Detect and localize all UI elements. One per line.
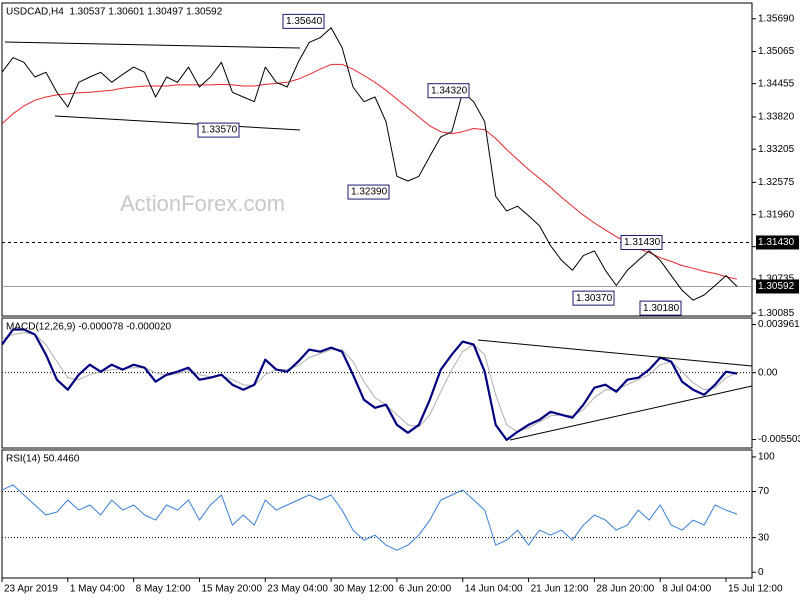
annotation-box xyxy=(347,184,390,200)
trend-line xyxy=(509,385,753,441)
annotation-label: 1.33570 xyxy=(201,125,238,136)
annotation-box xyxy=(620,234,663,250)
x-tick-label: 8 May 12:00 xyxy=(136,584,191,595)
trend-line xyxy=(54,115,301,131)
x-tick-label: 15 Jul 12:00 xyxy=(728,584,783,595)
panel-title: USDCAD,H4 1.30537 1.30601 1.30497 1.3059… xyxy=(6,7,223,18)
current-price-label: 1.30592 xyxy=(758,281,795,292)
series-line xyxy=(2,27,738,301)
panel-frame xyxy=(1,449,753,579)
y-tick-label: 0 xyxy=(758,567,764,578)
x-tick-label: 23 Apr 2019 xyxy=(4,584,58,595)
y-tick-label: 1.30085 xyxy=(758,308,795,319)
annotation-box xyxy=(197,122,240,138)
panel-title: MACD(12,26,9) -0.000078 -0.000020 xyxy=(6,322,172,333)
level-label: 1.31430 xyxy=(758,237,795,248)
x-tick-label: 23 May 04:00 xyxy=(267,584,328,595)
y-tick-label: 1.35065 xyxy=(758,46,795,57)
annotation-label: 1.30180 xyxy=(643,303,680,314)
trend-lines xyxy=(4,41,753,441)
y-tick-label: 1.31960 xyxy=(758,209,795,220)
annotation-label: 1.35640 xyxy=(286,16,323,27)
x-tick-label: 14 Jun 04:00 xyxy=(465,584,523,595)
y-tick-label: 1.30735 xyxy=(758,274,795,285)
annotation-box xyxy=(572,290,615,306)
annotation-label: 1.34320 xyxy=(431,85,468,96)
y-tick-label: 1.35690 xyxy=(758,13,795,24)
trend-line xyxy=(4,41,301,49)
x-tick-label: 8 Jul 04:00 xyxy=(662,584,711,595)
x-tick-label: 28 Jun 20:00 xyxy=(596,584,654,595)
panel-frame xyxy=(1,317,753,449)
y-tick-label: 30 xyxy=(758,532,770,543)
annotation-box xyxy=(639,300,682,316)
x-tick-label: 1 May 04:00 xyxy=(70,584,125,595)
y-tick-label: -0.005503 xyxy=(758,434,800,445)
annotation-label: 1.32390 xyxy=(351,187,388,198)
y-tick-label: 1.33205 xyxy=(758,144,795,155)
series-line xyxy=(2,484,738,551)
x-tick-label: 6 Jun 20:00 xyxy=(399,584,452,595)
annotation-box xyxy=(282,13,325,29)
y-tick-label: 0.00 xyxy=(758,367,778,378)
y-tick-label: 1.32575 xyxy=(758,177,795,188)
panels xyxy=(1,2,753,579)
y-tick-label: 0.003961 xyxy=(758,319,800,330)
x-tick-label: 21 Jun 12:00 xyxy=(531,584,589,595)
y-tick-label: 1.34455 xyxy=(758,78,795,89)
trend-line xyxy=(477,339,753,367)
overlay-layer: 1.35690 1.35065 1.34455 1.33820 1.33205 1.325… xyxy=(1,7,800,595)
panel-frame xyxy=(1,2,753,317)
y-tick-label: 1.33820 xyxy=(758,112,795,123)
price-label-box xyxy=(756,279,799,294)
level-label-box xyxy=(756,235,799,250)
plot-layer: ActionForex.com xyxy=(2,27,752,551)
annotation-label: 1.31430 xyxy=(624,237,661,248)
y-tick-label: 70 xyxy=(758,486,770,497)
series-line xyxy=(2,328,738,441)
watermark: ActionForex.com xyxy=(120,191,285,216)
panel-title: RSI(14) 50.4460 xyxy=(6,454,80,465)
y-tick-label: 100 xyxy=(758,452,775,463)
series-line xyxy=(2,63,738,280)
annotation-box xyxy=(427,83,470,99)
x-tick-label: 30 May 12:00 xyxy=(333,584,394,595)
x-tick-label: 15 May 20:00 xyxy=(201,584,262,595)
annotation-label: 1.30370 xyxy=(576,293,613,304)
